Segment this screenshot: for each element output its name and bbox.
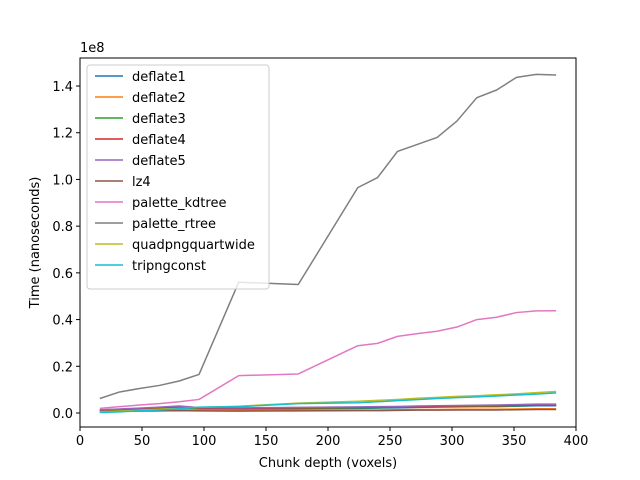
legend-label-deflate4: deflate4 bbox=[132, 133, 186, 148]
y-tick-label: 0.0 bbox=[52, 407, 73, 422]
series-line-deflate5 bbox=[99, 403, 557, 411]
y-axis: 0.0 0.2 0.4 0.6 0.8 1.0 1.2 1.4 bbox=[52, 80, 80, 422]
legend-label-tripngconst: tripngconst bbox=[132, 259, 206, 274]
legend-label-quadpngquartwide: quadpngquartwide bbox=[132, 238, 255, 253]
x-tick-label: 0 bbox=[76, 434, 84, 449]
plot-lines bbox=[99, 73, 557, 414]
x-tick-label: 350 bbox=[502, 434, 527, 449]
legend-box bbox=[86, 64, 270, 290]
x-tick-label: 150 bbox=[254, 434, 279, 449]
x-tick-label: 250 bbox=[378, 434, 403, 449]
y-offset-label: 1e8 bbox=[80, 41, 105, 56]
legend-label-palette_rtree: palette_rtree bbox=[132, 217, 216, 232]
legend-label-deflate2: deflate2 bbox=[132, 91, 186, 106]
legend-label-deflate1: deflate1 bbox=[132, 70, 186, 85]
series-line-palette_kdtree bbox=[99, 309, 557, 410]
legend-label-palette_kdtree: palette_kdtree bbox=[132, 196, 226, 211]
x-axis: 0 50 100 150 200 250 300 350 400 bbox=[76, 427, 589, 449]
x-tick-label: 200 bbox=[316, 434, 341, 449]
series-line-lz4 bbox=[99, 408, 557, 413]
y-tick-label: 1.4 bbox=[52, 80, 73, 95]
legend-label-deflate3: deflate3 bbox=[132, 112, 186, 127]
series-line-palette_rtree bbox=[99, 73, 557, 400]
y-tick-label: 0.2 bbox=[52, 360, 73, 375]
series-line-tripngconst bbox=[99, 392, 557, 414]
x-tick-label: 400 bbox=[564, 434, 589, 449]
y-tick-label: 1.0 bbox=[52, 173, 73, 188]
x-axis-label: Chunk depth (voxels) bbox=[259, 456, 398, 471]
legend-label-lz4: lz4 bbox=[132, 175, 151, 190]
x-tick-label: 100 bbox=[192, 434, 217, 449]
y-tick-label: 0.8 bbox=[52, 220, 73, 235]
legend-label-deflate5: deflate5 bbox=[132, 154, 186, 169]
x-tick-label: 50 bbox=[134, 434, 151, 449]
y-tick-label: 1.2 bbox=[52, 127, 73, 142]
legend: deflate1 deflate2 deflate3 deflate4 deflate5… bbox=[86, 64, 270, 290]
y-tick-label: 0.4 bbox=[52, 314, 73, 329]
y-tick-label: 0.6 bbox=[52, 267, 73, 282]
x-tick-label: 300 bbox=[440, 434, 465, 449]
y-axis-label: Time (nanoseconds) bbox=[28, 177, 43, 310]
